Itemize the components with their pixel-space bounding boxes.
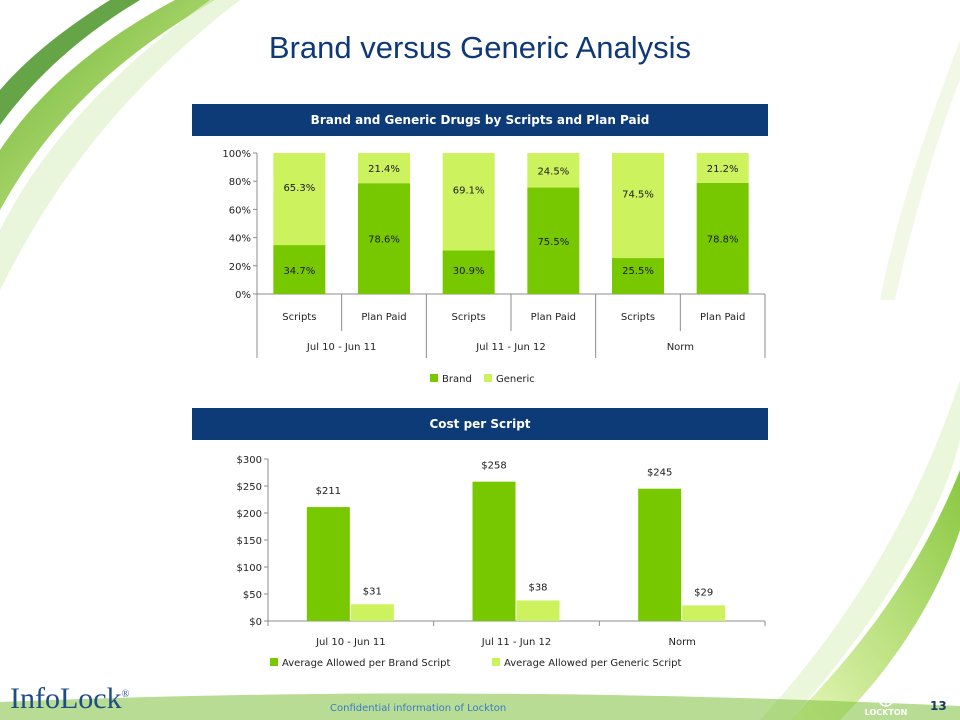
y-tick-label: 0%	[235, 290, 251, 301]
y-tick-label: $100	[237, 563, 262, 574]
data-label-brand: 75.5%	[537, 237, 569, 248]
bar-generic-cost	[516, 600, 560, 621]
chart2-area: $0 $50 $100 $150 $200 $250 $300 $211 $31 Jul 10 -…	[192, 448, 768, 672]
y-tick-label: 100%	[222, 149, 251, 160]
x-group-label: Jul 10 - Jun 11	[306, 342, 376, 353]
x-tick-label: Jul 11 - Jun 12	[481, 637, 551, 648]
bar-brand	[442, 250, 495, 294]
footer-band	[0, 693, 960, 720]
bar-generic	[527, 153, 580, 188]
data-label-brand: 25.5%	[622, 266, 654, 277]
clustered-bar-chart: $0 $50 $100 $150 $200 $250 $300 $211 $31 Jul 10 -…	[237, 455, 766, 669]
chart1-area: 0% 20% 40% 60% 80% 100% 34.7% 65.3% Scripts 78.6%…	[192, 138, 768, 392]
legend-swatch	[270, 658, 278, 666]
bar-generic	[442, 153, 495, 251]
legend-swatch	[484, 374, 492, 382]
bar-brand	[273, 245, 326, 294]
x-group-label: Norm	[667, 342, 694, 353]
y-tick-label: 40%	[229, 234, 251, 245]
data-label-generic: 74.5%	[622, 190, 654, 201]
x-tick-label: Norm	[669, 637, 696, 648]
legend-label: Brand	[442, 374, 472, 385]
legend-swatch	[492, 658, 500, 666]
left-swoosh	[0, 0, 215, 210]
y-tick-label: $0	[249, 617, 262, 628]
bar-brand	[358, 183, 410, 294]
data-label-generic-cost: $29	[694, 587, 713, 598]
data-label-generic: 21.2%	[707, 164, 739, 175]
legend-swatch	[430, 374, 438, 382]
bar-generic-cost	[350, 604, 394, 621]
y-tick-label: 20%	[229, 262, 251, 273]
bar-generic	[358, 153, 410, 184]
infolock-logo-text: InfoLock	[10, 682, 122, 715]
data-label-brand: 30.9%	[453, 266, 485, 277]
data-label-brand-cost: $258	[481, 461, 506, 472]
data-label-brand-cost: $211	[316, 486, 341, 497]
y-tick-label: $250	[237, 482, 262, 493]
y-tick-label: 60%	[229, 205, 251, 216]
y-tick-label: 80%	[229, 177, 251, 188]
data-label-generic: 24.5%	[537, 166, 569, 177]
bar-generic	[696, 153, 749, 183]
chart2-title: Cost per Script	[192, 408, 768, 440]
x-group-label: Jul 11 - Jun 12	[475, 342, 545, 353]
registered-mark: ®	[121, 689, 130, 700]
bar-brand-cost	[638, 488, 682, 621]
data-label-brand: 78.6%	[368, 235, 400, 246]
chart1-title: Brand and Generic Drugs by Scripts and P…	[192, 104, 768, 136]
footnote: Confidential information of Lockton	[330, 703, 507, 714]
x-tick-label: Plan Paid	[361, 312, 406, 323]
y-tick-label: $200	[237, 509, 262, 520]
slide-title: Brand versus Generic Analysis	[268, 30, 692, 65]
data-label-brand: 78.8%	[707, 234, 739, 245]
data-label-generic-cost: $31	[363, 586, 382, 597]
infolock-logo: InfoLock®	[10, 682, 129, 716]
left-swoosh-dark	[0, 0, 140, 125]
x-tick-label: Plan Paid	[531, 312, 576, 323]
stacked-bar-chart: 0% 20% 40% 60% 80% 100% 34.7% 65.3% Scripts 78.6%…	[222, 149, 766, 385]
legend-label: Average Allowed per Brand Script	[282, 658, 450, 669]
bar-brand-cost	[306, 507, 350, 621]
data-label-brand-cost: $245	[647, 468, 672, 479]
data-label-generic: 69.1%	[453, 186, 485, 197]
right-swoosh-top	[880, 40, 960, 300]
data-label-generic: 21.4%	[368, 164, 400, 175]
right-swoosh	[790, 470, 960, 720]
legend-label: Average Allowed per Generic Script	[504, 658, 681, 669]
lockton-logo: LOCKTON	[865, 691, 908, 717]
x-tick-label: Scripts	[621, 312, 655, 323]
x-tick-label: Jul 10 - Jun 11	[315, 637, 385, 648]
x-tick-label: Scripts	[452, 312, 486, 323]
bar-brand	[696, 182, 749, 294]
data-label-generic: 65.3%	[283, 183, 315, 194]
y-tick-label: $50	[243, 590, 262, 601]
bar-generic	[612, 153, 664, 259]
y-tick-label: $150	[237, 536, 262, 547]
page-number: 13	[930, 699, 947, 713]
x-tick-label: Scripts	[282, 312, 316, 323]
bar-generic	[273, 153, 326, 246]
y-tick-label: $300	[237, 455, 262, 466]
x-tick-label: Plan Paid	[700, 312, 745, 323]
data-label-generic-cost: $38	[528, 582, 547, 593]
bar-generic-cost	[682, 605, 726, 621]
legend-label: Generic	[496, 374, 535, 385]
bar-brand-cost	[472, 481, 516, 621]
data-label-brand: 34.7%	[283, 266, 315, 277]
bar-brand	[527, 187, 580, 294]
lockton-logo-text: LOCKTON	[865, 708, 908, 717]
bar-brand	[612, 258, 664, 294]
